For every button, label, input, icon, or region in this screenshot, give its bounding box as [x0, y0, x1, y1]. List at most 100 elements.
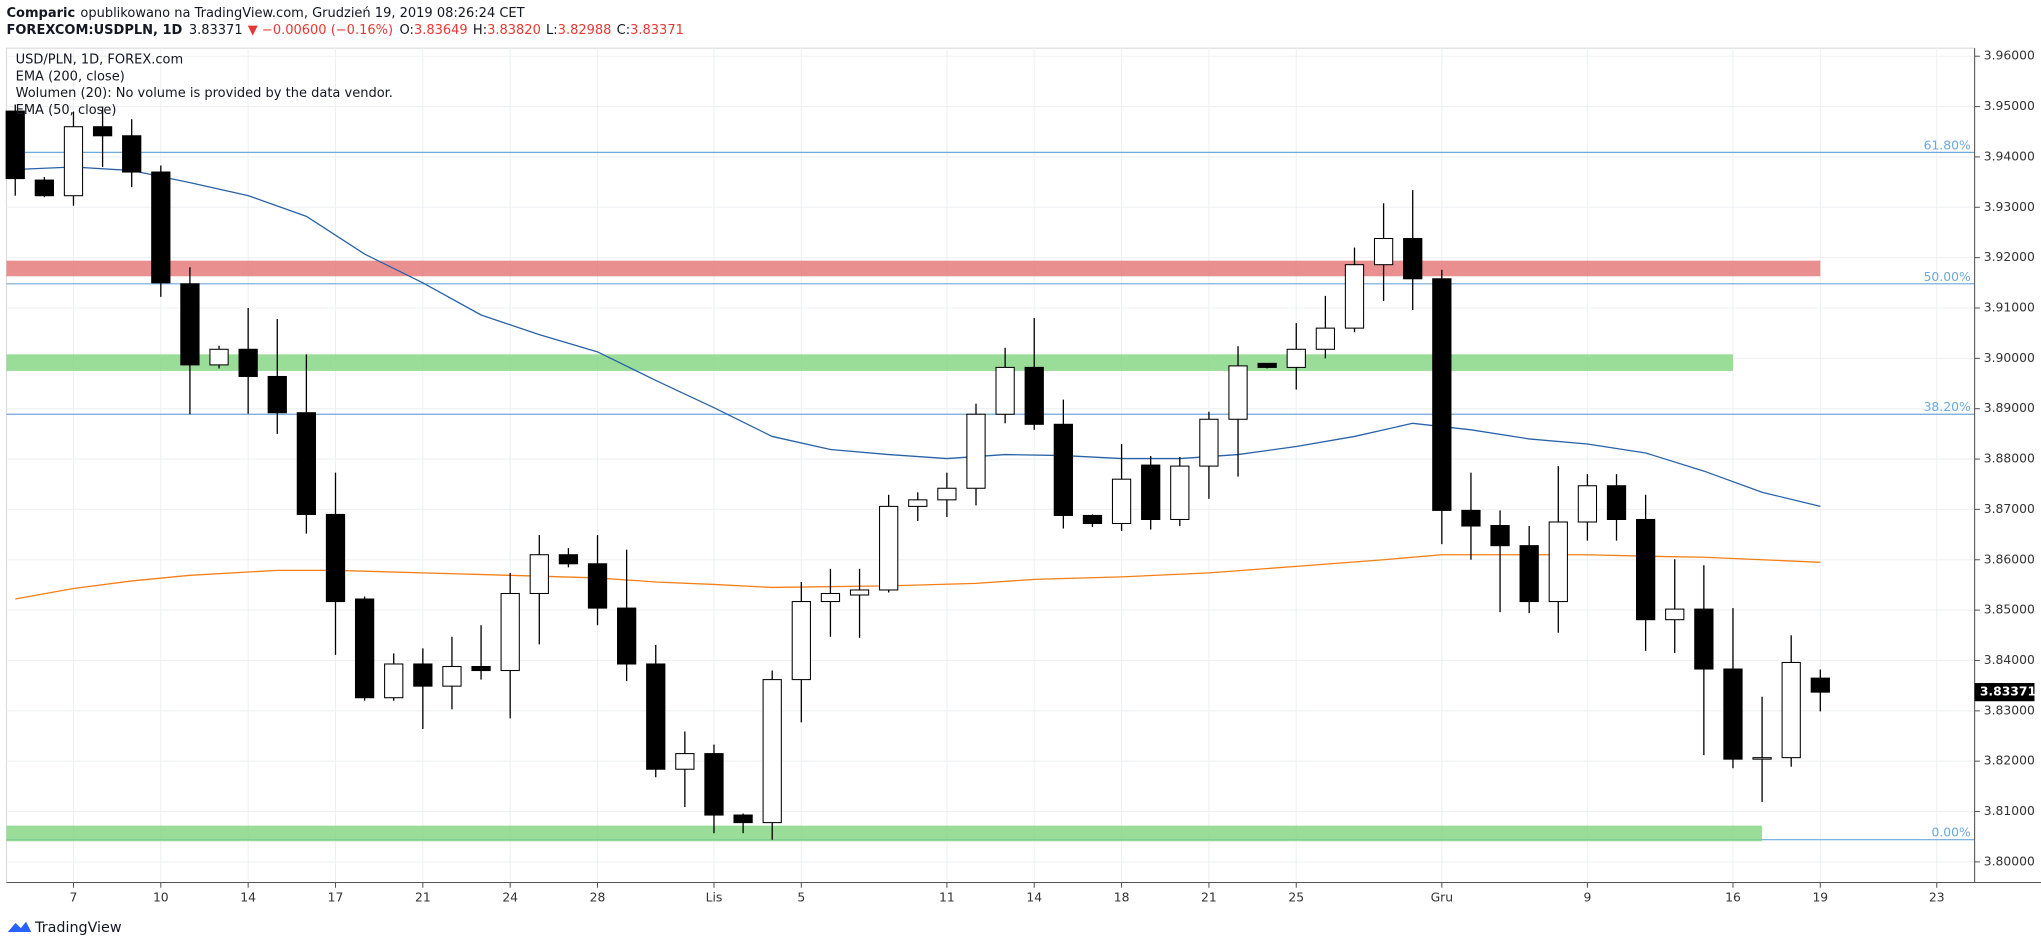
ohlc-value: 3.83820 [487, 22, 541, 37]
candle-body [1373, 237, 1394, 266]
candle-body [296, 412, 317, 515]
zone [6, 354, 1733, 371]
y-tick-label: 3.89000 [1984, 401, 2035, 415]
candle-body [1810, 677, 1830, 693]
x-tick-label: 21 [1201, 891, 1217, 905]
candle-body [1665, 608, 1685, 621]
y-tick-label: 3.92000 [1984, 250, 2035, 264]
candle-body [63, 126, 84, 197]
y-tick-label: 3.90000 [1984, 351, 2035, 365]
candle-body [180, 283, 200, 366]
candle-body [675, 753, 695, 770]
candle-body [1024, 366, 1044, 425]
candle-body [1723, 668, 1743, 760]
candle-body [471, 665, 491, 672]
candle-body [92, 126, 113, 137]
zone [6, 260, 1821, 277]
published: opublikowano na TradingView.com, Grudzie… [80, 6, 524, 21]
x-tick-label: 28 [590, 891, 606, 905]
y-tick-label: 3.94000 [1984, 149, 2035, 163]
header-line: Comparic opublikowano na TradingView.com,… [7, 6, 525, 21]
y-tick-label: 3.82000 [1984, 754, 2035, 768]
fib-label: 38.20% [1924, 400, 1971, 414]
candle-body [1781, 661, 1801, 759]
y-tick-label: 3.86000 [1984, 552, 2035, 566]
x-tick-label: 9 [1583, 891, 1591, 905]
candle-body [1286, 348, 1306, 368]
logo-icon [7, 921, 32, 932]
author: Comparic [7, 6, 76, 21]
candle-body [1111, 478, 1132, 525]
candle-body [34, 179, 54, 197]
candle-body [849, 589, 870, 596]
y-tick-label: 3.88000 [1984, 452, 2035, 466]
ohlc-label: O: [400, 22, 414, 37]
legend-entry: EMA (200, close) [16, 69, 125, 84]
candle-body [587, 563, 608, 609]
candle-body [1694, 608, 1714, 670]
ohlc-value: 3.83649 [414, 22, 468, 37]
x-tick-label: 16 [1725, 891, 1741, 905]
candle-body [413, 663, 433, 687]
candle-body [1635, 518, 1656, 621]
last-price: 3.83371 [189, 22, 243, 37]
y-tick-label: 3.87000 [1984, 502, 2035, 516]
x-tick-label: 14 [1026, 891, 1042, 905]
x-tick-label: 23 [1929, 891, 1945, 905]
y-tick-label: 3.80000 [1984, 854, 2035, 868]
ema-line [15, 554, 1821, 600]
candle-body [995, 366, 1015, 415]
candle-body [1170, 465, 1190, 520]
candle-body [1577, 485, 1598, 523]
candle-body [354, 598, 375, 699]
candle-body [1257, 362, 1277, 368]
quote-line: FOREXCOM:USDPLN, 1D 3.83371 ▼ −0.00600 (−0… [7, 22, 684, 37]
y-tick-label: 3.91000 [1984, 300, 2035, 314]
candle-body [500, 592, 520, 672]
candle-body [267, 375, 287, 414]
candle-body [442, 665, 462, 687]
candle-body [122, 135, 142, 173]
footer-logo: TradingView [7, 920, 122, 936]
ohlc-value: 3.82988 [558, 22, 612, 37]
candle-body [5, 110, 25, 180]
candle-body [209, 348, 229, 366]
fib-label: 0.00% [1931, 826, 1971, 840]
candle-body [1752, 757, 1772, 760]
candle-body [646, 663, 666, 770]
candle-body [733, 814, 753, 824]
candle-body [325, 513, 346, 603]
candle-body [1228, 365, 1248, 420]
candle-body [1082, 514, 1103, 525]
x-tick-label: 5 [797, 891, 805, 905]
candle-body [762, 679, 782, 824]
candle-body [1548, 521, 1568, 603]
x-tick-label: 11 [939, 891, 955, 905]
candle-body [1315, 327, 1336, 350]
x-tick-label: 24 [502, 891, 518, 905]
y-tick-label: 3.81000 [1984, 804, 2035, 818]
candle-body [1199, 418, 1219, 467]
candle-body [617, 607, 637, 665]
candle-body [966, 413, 986, 489]
candle-body [820, 592, 841, 603]
symbol: FOREXCOM:USDPLN, 1D [7, 22, 183, 37]
candle-body [1141, 464, 1161, 520]
y-tick-label: 3.93000 [1984, 200, 2035, 214]
candle-body [529, 554, 549, 595]
price-tag-label: 3.83371 [1980, 685, 2036, 699]
ohlc-label: H: [473, 22, 487, 37]
y-tick-label: 3.84000 [1984, 653, 2035, 667]
candle-body [908, 499, 928, 507]
legend: USD/PLN, 1D, FOREX.com EMA (200, close) Wo… [16, 52, 393, 118]
x-tick-label: 17 [328, 891, 344, 905]
candle-body [1519, 545, 1539, 603]
candle-body [704, 753, 724, 816]
candle-body [1432, 278, 1452, 511]
y-tick-label: 3.95000 [1984, 99, 2035, 113]
x-tick-label: 19 [1812, 891, 1828, 905]
ohlc-value: 3.83371 [630, 22, 684, 37]
candle-body [1053, 423, 1073, 516]
legend-entry: Wolumen (20): No volume is provided by t… [16, 86, 393, 101]
